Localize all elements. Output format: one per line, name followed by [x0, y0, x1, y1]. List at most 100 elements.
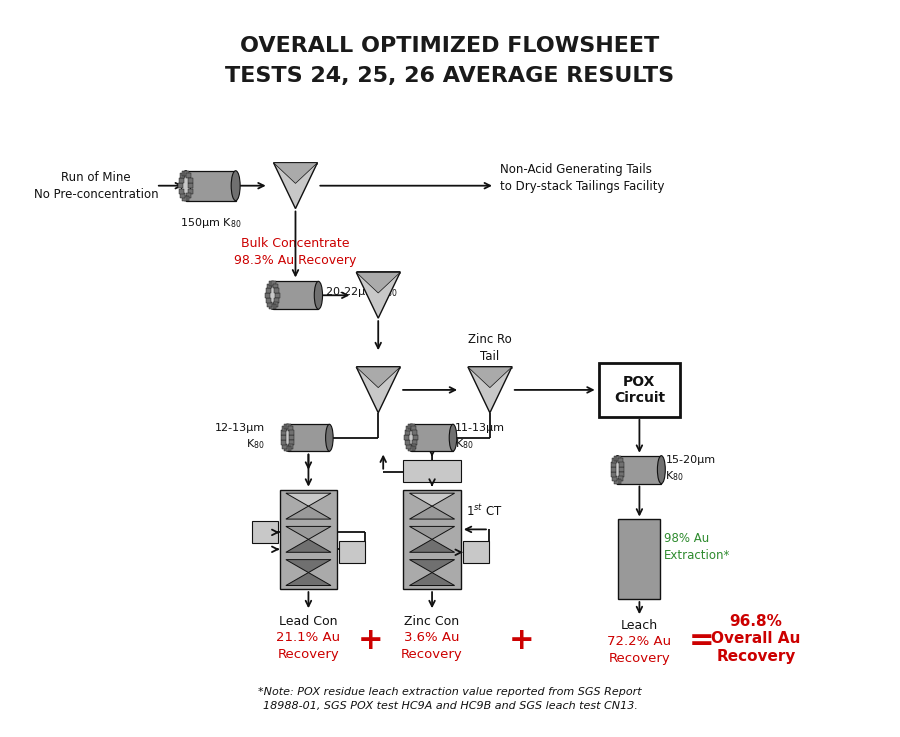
Bar	[405, 440, 410, 445]
Bar	[611, 462, 616, 467]
Bar	[612, 476, 617, 481]
Bar	[289, 436, 294, 440]
Bar	[273, 282, 319, 310]
Polygon shape	[286, 493, 331, 506]
Text: 3.6% Au
Recovery: 3.6% Au Recovery	[401, 631, 463, 661]
Ellipse shape	[284, 425, 292, 451]
Bar	[186, 193, 192, 198]
Bar	[406, 444, 411, 449]
Text: Circuit: Circuit	[614, 391, 665, 405]
Bar	[611, 472, 616, 478]
Bar	[274, 293, 280, 298]
Bar	[179, 189, 184, 194]
Bar	[616, 479, 621, 483]
Polygon shape	[468, 367, 512, 413]
Bar	[178, 184, 184, 188]
Bar	[288, 426, 292, 431]
Text: Zinc Ro
Tail: Zinc Ro Tail	[468, 333, 512, 363]
Text: Zinc Con: Zinc Con	[404, 615, 460, 628]
Bar	[188, 178, 193, 183]
Polygon shape	[356, 367, 400, 388]
Bar	[406, 426, 411, 431]
Bar	[273, 284, 278, 288]
Text: +: +	[509, 626, 535, 655]
Bar	[408, 424, 413, 429]
Bar	[612, 458, 617, 463]
Bar	[411, 425, 453, 451]
Bar	[618, 520, 661, 599]
Text: 15-20μm
K$_{80}$: 15-20μm K$_{80}$	[665, 455, 716, 483]
Bar	[405, 430, 410, 436]
Bar	[614, 479, 619, 483]
Bar	[274, 287, 279, 293]
Polygon shape	[356, 273, 400, 318]
Polygon shape	[356, 367, 400, 413]
Bar	[287, 425, 329, 451]
Polygon shape	[286, 539, 331, 552]
Bar	[188, 189, 193, 194]
Polygon shape	[410, 559, 454, 573]
Text: TESTS 24, 25, 26 AVERAGE RESULTS: TESTS 24, 25, 26 AVERAGE RESULTS	[225, 66, 675, 86]
Bar	[186, 173, 192, 178]
Text: 12-13μm
K$_{80}$: 12-13μm K$_{80}$	[214, 423, 265, 450]
Bar	[180, 193, 185, 198]
Bar	[339, 542, 365, 563]
Ellipse shape	[231, 171, 240, 200]
Polygon shape	[286, 559, 331, 573]
Bar	[412, 440, 418, 445]
Bar	[180, 173, 185, 178]
Polygon shape	[468, 367, 512, 388]
Bar	[185, 171, 236, 200]
Bar	[269, 304, 274, 310]
Text: =: =	[688, 626, 714, 655]
Ellipse shape	[449, 425, 457, 451]
Bar	[266, 293, 271, 298]
Ellipse shape	[181, 171, 190, 200]
Bar	[280, 489, 338, 589]
Polygon shape	[286, 526, 331, 539]
Bar	[281, 436, 286, 440]
Bar	[410, 447, 415, 451]
Bar	[412, 430, 418, 436]
Bar	[266, 298, 271, 303]
Bar	[403, 489, 461, 589]
Bar	[286, 447, 291, 451]
Bar	[411, 444, 416, 449]
Text: 72.2% Au
Recovery: 72.2% Au Recovery	[608, 635, 671, 665]
Bar	[284, 447, 289, 451]
Bar	[413, 436, 418, 440]
Polygon shape	[410, 539, 454, 552]
Bar	[289, 430, 293, 436]
Text: POX: POX	[623, 375, 655, 389]
Ellipse shape	[657, 455, 665, 483]
Bar	[411, 426, 416, 431]
Bar	[410, 424, 415, 429]
Bar	[188, 184, 194, 188]
Bar	[184, 195, 189, 200]
Bar	[614, 455, 619, 461]
Text: Overall Au: Overall Au	[711, 632, 801, 646]
Bar	[463, 542, 489, 563]
Bar	[617, 455, 662, 483]
Bar	[619, 467, 625, 472]
Text: Lead Con: Lead Con	[279, 615, 338, 628]
Bar	[403, 460, 461, 481]
Polygon shape	[356, 273, 400, 293]
Ellipse shape	[614, 455, 621, 483]
Text: Recovery: Recovery	[716, 649, 796, 665]
Bar	[267, 302, 272, 307]
Bar	[271, 282, 276, 286]
Text: 20-22μm K$_{80}$: 20-22μm K$_{80}$	[326, 285, 398, 299]
Text: Bulk Concentrate
98.3% Au Recovery: Bulk Concentrate 98.3% Au Recovery	[234, 237, 356, 268]
Bar	[610, 467, 616, 472]
Bar	[184, 171, 189, 176]
Bar	[289, 440, 293, 445]
Bar	[281, 440, 286, 445]
Bar	[617, 476, 623, 481]
Text: *Note: POX residue leach extraction value reported from SGS Report
18988-01, SGS: *Note: POX residue leach extraction valu…	[258, 687, 642, 710]
Bar	[273, 302, 278, 307]
Ellipse shape	[268, 282, 276, 310]
Text: OVERALL OPTIMIZED FLOWSHEET: OVERALL OPTIMIZED FLOWSHEET	[240, 36, 660, 56]
Bar	[408, 447, 413, 451]
Text: 11-13μm
K$_{80}$: 11-13μm K$_{80}$	[455, 423, 505, 450]
